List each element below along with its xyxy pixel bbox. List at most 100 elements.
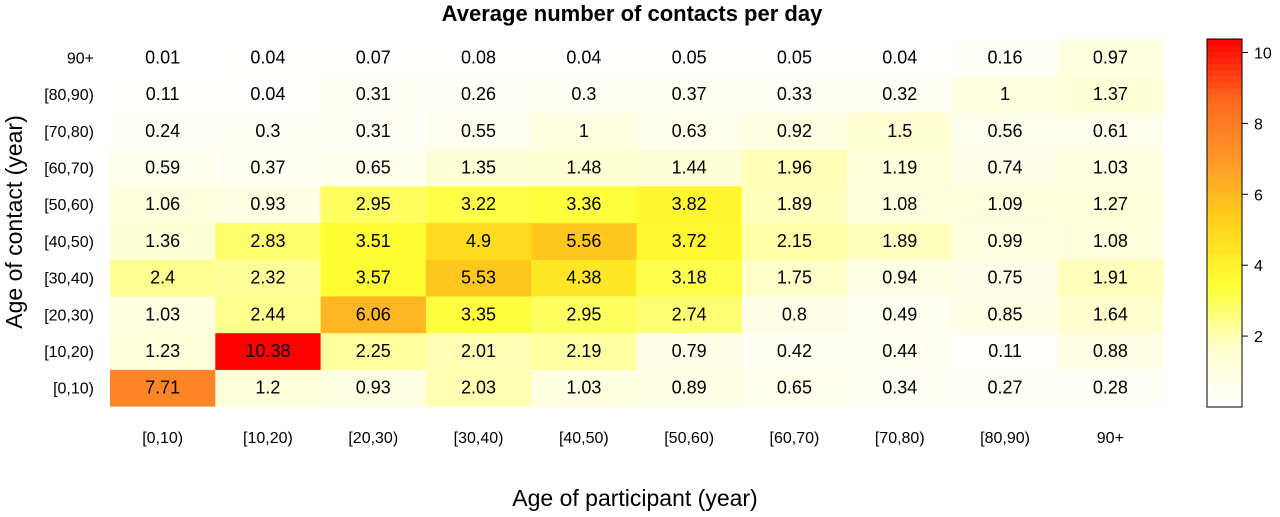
colorbar-step bbox=[1207, 333, 1242, 341]
colorbar-tick-label: 2 bbox=[1254, 329, 1263, 346]
cell-value-label: 0.85 bbox=[988, 304, 1023, 324]
cell-value-label: 1 bbox=[579, 121, 589, 141]
heatmap-cell bbox=[1057, 259, 1164, 297]
y-tick-label: [20,30) bbox=[44, 307, 94, 324]
cell-value-label: 0.27 bbox=[988, 378, 1023, 398]
heatmap-cell bbox=[425, 185, 532, 224]
cell-value-label: 2.25 bbox=[356, 341, 391, 361]
y-tick-label: [40,50) bbox=[44, 234, 94, 251]
heatmap-cell bbox=[110, 112, 216, 150]
heatmap-cell bbox=[1057, 75, 1164, 113]
cell-value-label: 0.97 bbox=[1093, 47, 1128, 67]
cell-value-label: 0.65 bbox=[356, 157, 391, 177]
heatmap-cell bbox=[636, 332, 743, 370]
colorbar-tick-label: 4 bbox=[1254, 258, 1263, 275]
heatmap-cell bbox=[215, 295, 322, 334]
cell-value-label: 1.2 bbox=[255, 378, 280, 398]
heatmap-cell bbox=[741, 369, 848, 407]
colorbar-step bbox=[1207, 149, 1242, 157]
heatmap-cell bbox=[215, 185, 322, 224]
heatmap-cell bbox=[847, 185, 953, 224]
colorbar-step bbox=[1207, 388, 1242, 396]
colorbar-step bbox=[1207, 88, 1242, 95]
heatmap-cell bbox=[320, 259, 427, 297]
cell-value-label: 0.74 bbox=[988, 157, 1023, 177]
heatmap-cell bbox=[952, 295, 1059, 334]
cell-value-label: 2.4 bbox=[150, 268, 175, 288]
cell-value-label: 1.23 bbox=[145, 341, 180, 361]
cell-value-label: 10.38 bbox=[245, 341, 290, 361]
cell-value-label: 1.64 bbox=[1093, 304, 1128, 324]
heatmap-cell bbox=[320, 185, 427, 224]
cell-value-label: 0.11 bbox=[988, 341, 1022, 361]
colorbar-step bbox=[1207, 241, 1242, 249]
heatmap-cell bbox=[636, 222, 743, 260]
cell-value-label: 1.37 bbox=[1093, 84, 1128, 104]
heatmap-cell bbox=[847, 222, 953, 260]
cell-value-label: 3.35 bbox=[461, 304, 496, 324]
colorbar-step bbox=[1207, 186, 1242, 193]
cell-value-label: 0.99 bbox=[988, 231, 1023, 251]
cell-value-label: 0.89 bbox=[672, 378, 707, 398]
heatmap-cell bbox=[425, 75, 532, 113]
heatmap-cell bbox=[110, 295, 216, 334]
heatmap-cell bbox=[952, 222, 1059, 260]
heatmap-cells bbox=[110, 39, 1164, 407]
cell-value-label: 0.49 bbox=[882, 304, 917, 324]
colorbar-step bbox=[1207, 272, 1242, 279]
cell-value-label: 0.05 bbox=[672, 47, 707, 67]
heatmap-cell bbox=[741, 259, 848, 297]
cell-value-label: 1.03 bbox=[145, 304, 180, 324]
colorbar-step bbox=[1207, 364, 1242, 371]
cell-value-label: 0.61 bbox=[1093, 121, 1128, 141]
heatmap-cell bbox=[952, 185, 1059, 224]
cell-value-label: 4.38 bbox=[566, 268, 601, 288]
heatmap-cell bbox=[636, 112, 743, 150]
heatmap-cell bbox=[110, 75, 216, 113]
cell-value-label: 1.09 bbox=[988, 194, 1023, 214]
cell-value-label: 0.04 bbox=[250, 84, 285, 104]
colorbar-step bbox=[1207, 345, 1242, 353]
colorbar-step bbox=[1207, 210, 1242, 218]
heatmap-cell bbox=[741, 149, 848, 187]
cell-value-label: 1.06 bbox=[145, 194, 180, 214]
colorbar-step bbox=[1207, 118, 1242, 126]
cell-value-label: 0.07 bbox=[356, 47, 391, 67]
heatmap-cell bbox=[847, 149, 953, 187]
cell-value-label: 0.79 bbox=[672, 341, 707, 361]
colorbar-step bbox=[1207, 308, 1242, 316]
heatmap-cell bbox=[215, 39, 322, 77]
heatmap-cell bbox=[110, 259, 216, 297]
heatmap-cell bbox=[215, 259, 322, 297]
heatmap-cell bbox=[531, 369, 638, 407]
cell-value-label: 0.92 bbox=[777, 121, 812, 141]
heatmap-cell bbox=[425, 222, 532, 260]
heatmap-cell bbox=[320, 295, 427, 334]
colorbar-step bbox=[1207, 69, 1242, 77]
heatmap-cell bbox=[320, 149, 427, 187]
colorbar-step bbox=[1207, 57, 1242, 65]
colorbar-tick-label: 6 bbox=[1254, 187, 1263, 204]
heatmap-cell bbox=[531, 185, 638, 224]
cell-value-label: 0.75 bbox=[988, 268, 1023, 288]
heatmap-cell bbox=[110, 369, 216, 407]
colorbar-step bbox=[1207, 94, 1242, 101]
colorbar-step bbox=[1207, 223, 1242, 230]
colorbar-step bbox=[1207, 143, 1242, 150]
colorbar-step bbox=[1207, 173, 1242, 181]
cell-value-label: 1.5 bbox=[887, 121, 912, 141]
heatmap-cell bbox=[215, 369, 322, 407]
cell-value-label: 3.57 bbox=[356, 268, 391, 288]
cell-value-label: 0.31 bbox=[356, 121, 391, 141]
heatmap-cell bbox=[1057, 39, 1164, 77]
colorbar-step bbox=[1207, 302, 1242, 310]
colorbar-step bbox=[1207, 394, 1242, 402]
heatmap-cell bbox=[1057, 222, 1164, 260]
cell-value-label: 1.19 bbox=[882, 157, 917, 177]
cell-value-label: 0.63 bbox=[672, 121, 707, 141]
heatmap-cell bbox=[320, 369, 427, 407]
heatmap-cell bbox=[741, 222, 848, 260]
heatmap-cell bbox=[741, 75, 848, 113]
cell-value-label: 2.44 bbox=[250, 304, 285, 324]
colorbar-step bbox=[1207, 290, 1242, 298]
